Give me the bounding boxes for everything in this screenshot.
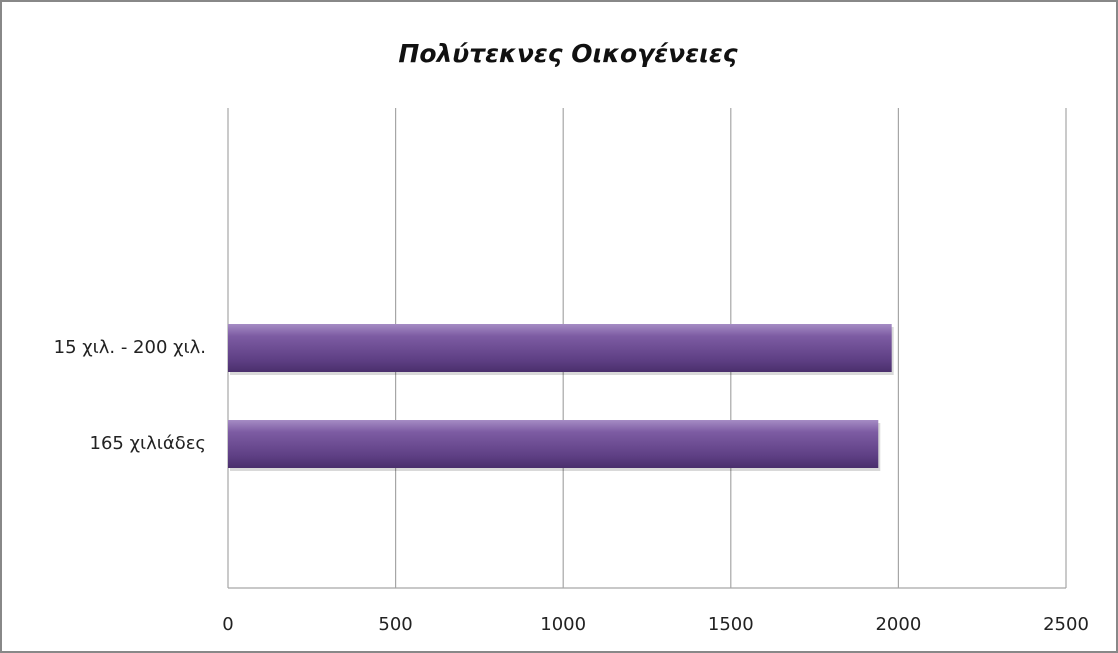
x-tick-label: 0: [222, 614, 233, 635]
x-tick-label: 2000: [875, 614, 921, 635]
x-tick-label: 2500: [1043, 614, 1089, 635]
bar: [228, 324, 892, 372]
x-tick-label: 500: [378, 614, 412, 635]
bar: [228, 420, 879, 468]
y-tick-label: 15 χιλ. - 200 χιλ.: [54, 337, 206, 358]
x-tick-label: 1500: [708, 614, 754, 635]
x-tick-label: 1000: [540, 614, 586, 635]
chart-title: Πολύτεκνες Οικογένειες: [398, 39, 737, 68]
y-tick-label: 165 χιλιάδες: [90, 433, 206, 454]
